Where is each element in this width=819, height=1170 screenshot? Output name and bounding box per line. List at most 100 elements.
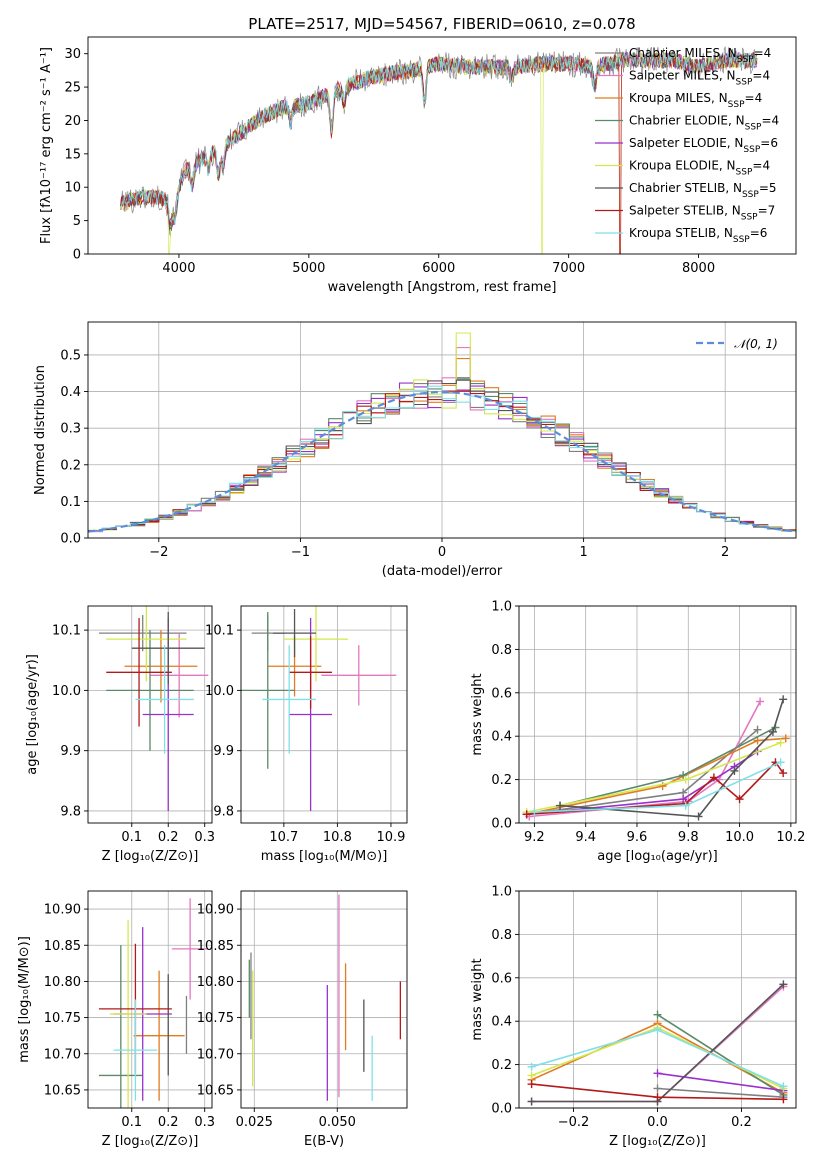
- legend-label: Chabrier MILES, NSSP=4: [629, 46, 771, 65]
- weight-lines: [522, 695, 790, 821]
- x-axis-label: E(B-V): [304, 1134, 344, 1149]
- weights-vs-Z-panel: −0.2 0.0 0.2 0.0 0.2 0.4 0.6 0.8 1.0 Z [log₁₀(Z/Z…: [470, 885, 797, 1149]
- x-tick-label: −0.2: [558, 1115, 590, 1130]
- y-tick-label: 0.2: [491, 1058, 512, 1073]
- y-tick-label: 0.4: [60, 385, 81, 400]
- spectrum-lines: [120, 45, 758, 254]
- residual-histograms: [88, 332, 796, 533]
- y-tick-label: 20: [64, 114, 81, 129]
- y-tick-label: 0.8: [491, 928, 512, 943]
- weight-line-chabrier-elodie: [657, 1014, 784, 1096]
- plot-frame: [518, 605, 797, 824]
- legend-label: Chabrier STELIB, NSSP=5: [629, 181, 777, 200]
- residuals-panel: −2 −1 0 1 2 0.0 0.1 0.2 0.3 0.4 0.5 (data-model)/er…: [33, 321, 797, 579]
- y-axis-label: mass weight: [470, 673, 485, 755]
- spectrum-panel: 4000 5000 6000 7000 8000 0 5 10 15 20 25 30 waveleng…: [39, 36, 797, 295]
- x-tick-label: 10.7: [269, 830, 298, 845]
- y-tick-label: 0.1: [60, 495, 81, 510]
- x-tick-label: 0.3: [194, 1115, 215, 1130]
- legend-label: Kroupa MILES, NSSP=4: [629, 91, 762, 110]
- x-axis-label: mass [log₁₀(M/M⊙)]: [261, 849, 388, 864]
- error-bars: [248, 894, 402, 1101]
- legend-label: Salpeter STELIB, NSSP=7: [629, 204, 775, 223]
- x-tick-label: 0.050: [319, 1115, 356, 1130]
- x-tick-label: 5000: [292, 261, 325, 276]
- y-tick-label: 10.85: [44, 939, 81, 954]
- y-axis-label: mass weight: [470, 958, 485, 1040]
- y-tick-label: 0.2: [491, 773, 512, 788]
- weight-line-chabrier-miles: [657, 1087, 784, 1098]
- y-tick-label: 0.3: [60, 422, 81, 437]
- plot-frame: [240, 890, 408, 1109]
- legend-label: Salpeter MILES, NSSP=4: [629, 69, 770, 88]
- y-tick-label: 10.80: [197, 975, 234, 990]
- y-tick-label: 5: [73, 214, 81, 229]
- x-tick-label: −1: [291, 545, 310, 560]
- y-tick-label: 10.90: [44, 903, 81, 918]
- y-tick-label: 10.0: [205, 684, 234, 699]
- plot-frame: [87, 605, 213, 824]
- y-tick-label: 10.80: [44, 975, 81, 990]
- x-tick-label: 10.2: [776, 830, 805, 845]
- y-tick-label: 10.65: [44, 1083, 81, 1098]
- y-tick-label: 0.0: [491, 1102, 512, 1117]
- y-tick-label: 0.8: [491, 643, 512, 658]
- y-axis-label: Flux [fλ10⁻¹⁷ erg cm⁻² s⁻¹ A⁻¹]: [39, 47, 54, 244]
- x-tick-label: 9.6: [627, 830, 648, 845]
- age-vs-mass-panel: 10.7 10.8 10.9 9.8 9.9 10.0 10.1 mass [log₁₀(M/…: [205, 605, 408, 864]
- legend-label: Kroupa STELIB, NSSP=6: [629, 226, 767, 245]
- y-tick-label: 25: [64, 81, 81, 96]
- x-tick-label: 10.0: [725, 830, 754, 845]
- weight-line-salpeter-elodie: [657, 1072, 784, 1092]
- spectrum-kroupa-stelib: [120, 51, 758, 226]
- x-tick-label: 0.1: [121, 1115, 142, 1130]
- x-tick-label: 0: [438, 545, 446, 560]
- legend-label-normal: 𝒩(0, 1): [734, 337, 778, 351]
- y-tick-label: 10.90: [197, 903, 234, 918]
- x-tick-label: 9.4: [575, 830, 596, 845]
- plot-frame: [240, 605, 408, 824]
- x-tick-label: 9.2: [524, 830, 545, 845]
- x-tick-label: 7000: [552, 261, 585, 276]
- x-tick-label: 10.9: [376, 830, 405, 845]
- x-axis-label: wavelength [Angstrom, rest frame]: [328, 280, 557, 295]
- y-tick-label: 0: [73, 248, 81, 263]
- x-tick-label: 0.2: [731, 1115, 752, 1130]
- weight-lines: [527, 980, 788, 1106]
- y-tick-label: 10.1: [205, 624, 234, 639]
- age-vs-Z-panel: 0.1 0.2 0.3 9.8 9.9 10.0 10.1 Z [log₁₀(Z/Z⊙)] ag…: [25, 605, 215, 864]
- x-tick-label: 8000: [682, 261, 715, 276]
- y-tick-label: 15: [64, 147, 81, 162]
- y-axis-label: Normed distribution: [33, 365, 48, 495]
- y-tick-label: 30: [64, 47, 81, 62]
- x-tick-label: 6000: [422, 261, 455, 276]
- y-tick-label: 1.0: [491, 600, 512, 615]
- y-tick-label: 10.70: [44, 1047, 81, 1062]
- x-tick-label: 0.1: [121, 830, 142, 845]
- x-axis-label: age [log₁₀(age/yr)]: [597, 849, 718, 864]
- y-tick-label: 9.9: [213, 744, 234, 759]
- y-tick-label: 10.75: [197, 1011, 234, 1026]
- y-tick-label: 0.6: [491, 971, 512, 986]
- mass-vs-ebv-panel: 0.025 0.050 10.65 10.70 10.75 10.80 10.85 10.90…: [197, 890, 408, 1149]
- spectrum-legend: Chabrier MILES, NSSP=4 Salpeter MILES, NS…: [595, 46, 779, 245]
- y-tick-label: 10.75: [44, 1011, 81, 1026]
- plot-frame: [87, 36, 797, 255]
- x-tick-label: 2: [721, 545, 729, 560]
- y-tick-label: 0.0: [60, 532, 81, 547]
- x-tick-label: 0.025: [236, 1115, 273, 1130]
- mass-vs-Z-panel: 0.1 0.2 0.3 10.65 10.70 10.75 10.80 10.85 10.90 Z…: [17, 890, 215, 1149]
- x-tick-label: 4000: [162, 261, 195, 276]
- y-tick-label: 0.6: [491, 686, 512, 701]
- y-tick-label: 9.8: [213, 804, 234, 819]
- normal-curve: [88, 390, 796, 533]
- x-axis-label: Z [log₁₀(Z/Z⊙)]: [102, 1134, 199, 1149]
- y-tick-label: 10.70: [197, 1047, 234, 1062]
- error-bars: [98, 606, 209, 811]
- weight-line-kroupa-miles: [526, 737, 786, 816]
- x-tick-label: −2: [149, 545, 168, 560]
- y-tick-label: 9.8: [60, 804, 81, 819]
- x-tick-label: 10.8: [323, 830, 352, 845]
- error-bars: [98, 898, 209, 1108]
- weights-vs-age-panel: 9.2 9.4 9.6 9.8 10.0 10.2 0.0 0.2 0.4 0.6 0.8 1.0 ag…: [470, 600, 805, 865]
